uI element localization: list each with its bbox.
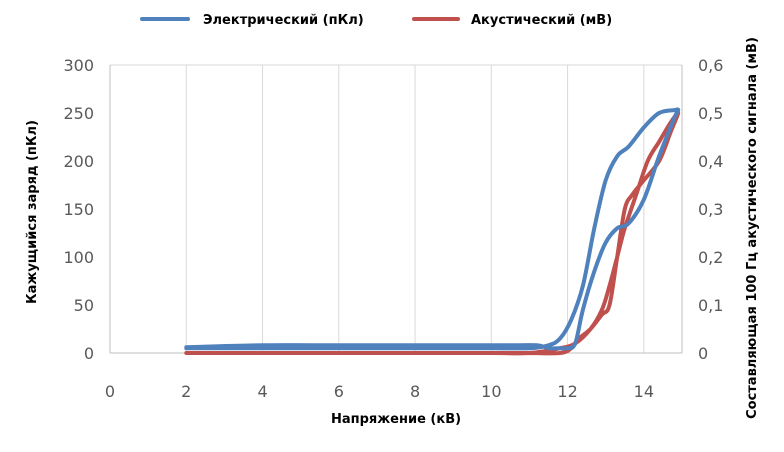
x-tick-label: 2 [181,382,191,401]
series-line-electric [184,107,681,351]
left-y-tick-label: 200 [63,152,94,171]
right-y-tick-label: 0,4 [698,152,723,171]
left-y-axis-title: Кажущийся заряд (пКл) [25,120,40,304]
left-y-tick-label: 250 [63,104,94,123]
left-y-tick-label: 50 [74,296,94,315]
right-y-tick-labels: 0 0,1 0,2 0,3 0,4 0,5 0,6 [698,56,723,363]
legend-label-acoustic: Акустический (мВ) [471,13,612,28]
x-tick-label: 0 [105,382,115,401]
legend-label-electric: Электрический (пКл) [203,13,364,28]
series [184,107,681,356]
x-tick-labels: 0 2 4 6 8 10 12 14 [105,382,654,401]
x-tick-label: 6 [334,382,344,401]
right-y-tick-label: 0,6 [698,56,723,75]
left-y-tick-label: 0 [84,344,94,363]
x-tick-label: 12 [557,382,577,401]
x-tick-label: 14 [634,382,654,401]
series-line-acoustic [184,110,681,356]
left-y-tick-label: 100 [63,248,94,267]
axes [109,65,683,354]
grid [110,64,682,353]
x-tick-label: 4 [257,382,267,401]
x-tick-label: 8 [410,382,420,401]
left-y-tick-label: 300 [63,56,94,75]
right-y-tick-label: 0,5 [698,104,723,123]
left-y-tick-labels: 0 50 100 150 200 250 300 [63,56,94,363]
right-y-axis-title: Составляющая 100 Гц акустического сигнал… [745,37,760,419]
right-y-tick-label: 0,3 [698,200,723,219]
right-y-tick-label: 0 [698,344,708,363]
left-y-tick-label: 150 [63,200,94,219]
right-y-tick-label: 0,1 [698,296,723,315]
legend: Электрический (пКл) Акустический (мВ) [140,13,612,28]
right-y-tick-label: 0,2 [698,248,723,267]
x-tick-label: 10 [481,382,501,401]
x-axis-title: Напряжение (кВ) [331,412,461,427]
